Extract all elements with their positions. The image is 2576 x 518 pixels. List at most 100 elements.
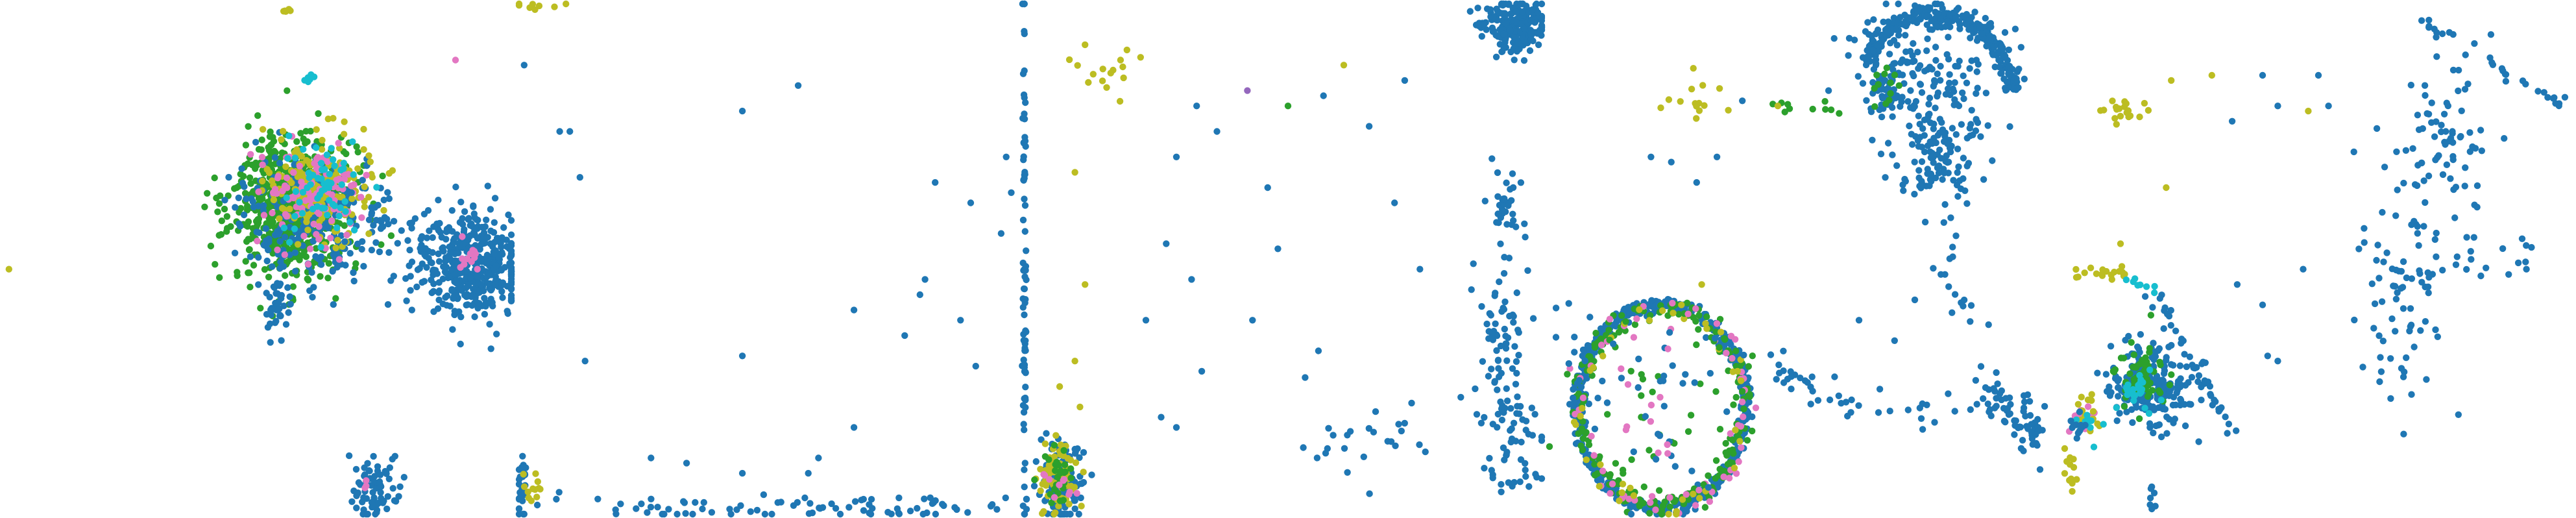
scatter-point-cluster bbox=[1494, 169, 1501, 177]
scatter-point-trail bbox=[1960, 302, 1967, 310]
scatter-point-cluster bbox=[2449, 128, 2456, 135]
scatter-point-cluster bbox=[1911, 103, 1918, 110]
scatter-point-cluster bbox=[867, 510, 875, 518]
scatter-point-cluster bbox=[921, 495, 928, 502]
scatter-point-cluster bbox=[360, 146, 367, 153]
scatter-point-cluster bbox=[828, 500, 835, 508]
scatter-point-single bbox=[1188, 276, 1195, 283]
scatter-point-cluster bbox=[435, 289, 443, 296]
scatter-point-ring bbox=[1609, 480, 1616, 487]
scatter-point-cluster bbox=[440, 247, 447, 255]
scatter-point-cluster bbox=[2168, 341, 2175, 349]
scatter-point-cluster bbox=[1021, 466, 1028, 473]
scatter-point-cluster bbox=[370, 221, 377, 229]
scatter-point-ring bbox=[1599, 467, 1607, 475]
scatter-point-cluster bbox=[2457, 132, 2464, 140]
scatter-point-cluster bbox=[494, 234, 502, 242]
scatter-point-cluster bbox=[1693, 341, 1700, 349]
scatter-point-trail bbox=[1952, 232, 1960, 240]
scatter-point-ring bbox=[1627, 484, 1634, 491]
scatter-point-cluster bbox=[1038, 436, 1045, 443]
scatter-point-cluster bbox=[1020, 285, 1028, 292]
scatter-point-cluster bbox=[281, 251, 288, 258]
scatter-point-cluster bbox=[256, 197, 263, 204]
scatter-point-cluster bbox=[2414, 230, 2421, 237]
scatter-point-cluster bbox=[1137, 54, 1145, 61]
scatter-point-cluster bbox=[2134, 343, 2141, 351]
scatter-point-cluster bbox=[309, 205, 317, 213]
scatter-point-cluster bbox=[1020, 356, 1027, 364]
scatter-point-trail bbox=[1594, 395, 1601, 402]
scatter-point-cluster bbox=[1944, 159, 1951, 166]
scatter-point-cluster bbox=[1845, 34, 1853, 42]
scatter-point-cluster bbox=[1652, 456, 1660, 463]
scatter-point-cluster bbox=[1302, 374, 1309, 381]
scatter-point-cluster bbox=[239, 179, 247, 187]
scatter-point-cluster bbox=[1089, 71, 1097, 78]
scatter-point-cluster bbox=[269, 263, 276, 270]
scatter-point-cluster bbox=[329, 267, 336, 275]
scatter-point-cluster bbox=[391, 452, 398, 460]
scatter-point-cluster bbox=[1020, 408, 1028, 416]
scatter-point-cluster bbox=[1878, 113, 1886, 121]
scatter-point-cluster bbox=[1513, 47, 1521, 55]
scatter-point-cluster bbox=[1984, 122, 1991, 129]
scatter-point-cluster bbox=[291, 212, 298, 220]
scatter-point-ring bbox=[1706, 498, 1714, 505]
scatter-point-cluster bbox=[309, 293, 316, 301]
scatter-point-ring bbox=[1615, 328, 1623, 336]
scatter-point-cluster bbox=[1510, 34, 1518, 41]
scatter-point-cluster bbox=[868, 496, 875, 503]
scatter-point-cluster bbox=[1538, 22, 1546, 30]
scatter-point-cluster bbox=[455, 240, 463, 247]
scatter-point-cluster bbox=[361, 203, 368, 210]
scatter-point-cluster bbox=[275, 230, 282, 238]
scatter-point-cluster bbox=[370, 452, 377, 460]
scatter-point-ring bbox=[1732, 470, 1740, 477]
scatter-point-cluster bbox=[1989, 51, 1997, 58]
scatter-point-cluster bbox=[2183, 363, 2191, 371]
scatter-point-trail bbox=[1977, 363, 1985, 370]
scatter-point-single bbox=[916, 291, 924, 299]
scatter-point-cluster bbox=[1906, 122, 1913, 130]
scatter-point-ring bbox=[1735, 458, 1742, 465]
scatter-point-cluster bbox=[335, 145, 343, 152]
scatter-point-cluster bbox=[265, 273, 273, 280]
scatter-point-cluster bbox=[1061, 461, 1069, 469]
scatter-point-cluster bbox=[1880, 18, 1887, 25]
scatter-point-ring bbox=[2003, 78, 2011, 86]
scatter-point-ring bbox=[1579, 346, 1587, 354]
scatter-point-cluster bbox=[1522, 473, 1529, 480]
scatter-point-cluster bbox=[304, 227, 311, 234]
scatter-point-cluster bbox=[1897, 103, 1904, 110]
scatter-point-cluster bbox=[326, 171, 333, 178]
scatter-point-cluster bbox=[1505, 479, 1512, 486]
scatter-point-cluster bbox=[1960, 72, 1967, 80]
scatter-point-ring bbox=[1570, 386, 1577, 393]
scatter-point-cluster bbox=[1525, 430, 1532, 438]
scatter-point-cluster bbox=[1517, 0, 1524, 8]
scatter-point-cluster bbox=[1489, 421, 1496, 428]
scatter-point-cluster bbox=[1514, 39, 1522, 47]
scatter-point-cluster bbox=[1481, 197, 1488, 204]
scatter-point-cluster bbox=[1622, 318, 1629, 325]
scatter-point-cluster bbox=[1657, 393, 1664, 401]
scatter-point-cluster bbox=[368, 171, 375, 178]
scatter-point-cluster bbox=[297, 169, 304, 176]
scatter-point-cluster bbox=[247, 253, 254, 260]
scatter-point-cluster bbox=[259, 126, 267, 133]
scatter-point-cluster bbox=[298, 204, 306, 212]
scatter-point-cluster bbox=[1684, 310, 1692, 317]
scatter-point-cluster bbox=[286, 6, 293, 13]
scatter-point-ring bbox=[1953, 6, 1960, 14]
scatter-point-cluster bbox=[1669, 362, 1676, 369]
scatter-point-cluster bbox=[2428, 119, 2435, 126]
scatter-point-cluster bbox=[1517, 179, 1525, 186]
scatter-point-ring bbox=[1874, 26, 1882, 34]
scatter-point-ring bbox=[1649, 303, 1656, 310]
scatter-point-cluster bbox=[448, 207, 456, 214]
scatter-point-cluster bbox=[939, 500, 946, 508]
scatter-point-cluster bbox=[225, 173, 232, 181]
scatter-point-cluster bbox=[1503, 385, 1510, 392]
scatter-point-cluster bbox=[1903, 58, 1910, 66]
